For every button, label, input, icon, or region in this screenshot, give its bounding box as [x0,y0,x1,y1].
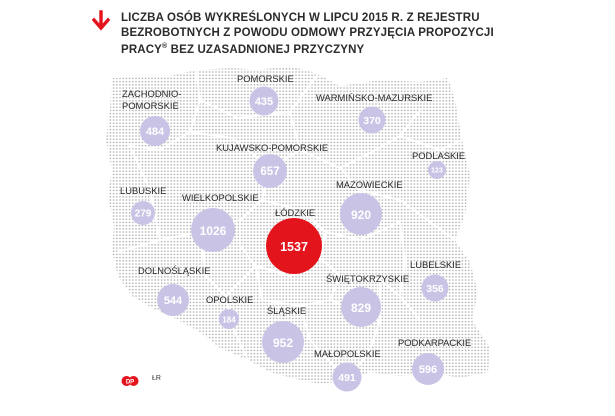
bubble-malopolskie [332,362,362,392]
value-lodzkie: 1537 [280,240,308,254]
label-swietokrzyskie: ŚWIĘTOKRZYSKIE [326,273,409,284]
bubble-lubelskie [421,274,449,302]
bubble-wielkopolskie [191,208,235,252]
value-swietokrzyskie: 829 [351,301,371,315]
value-podlaskie: 123 [431,168,443,175]
arrow-down-icon [92,10,110,31]
label-pomorskie: POMORSKIE [237,73,294,84]
bubble-slaskie [262,321,304,363]
bubble-podlaskie [428,161,446,179]
map-title: Liczba osób wykreślonych w lipcu 2015 r.… [121,11,521,58]
title-line-1: Liczba osób wykreślonych w lipcu 2015 r.… [121,12,480,24]
bubble-zachodniopomorskie [140,116,170,146]
bubble-opolskie [219,309,239,329]
label-lodzkie: ŁÓDZKIE [275,207,315,218]
bubble-kujawsko-pomorskie [253,154,287,188]
title-line-2: bezrobotnych z powodu odmowy przyjęcia p… [121,26,494,39]
value-slaskie: 952 [273,336,293,350]
label-podlaskie: PODLASKIE [412,150,465,161]
label-dolnoslaskie: DOLNOŚLĄSKIE [138,265,210,276]
label-lubelskie: LUBELSKIE [410,259,461,270]
value-lubelskie: 356 [426,283,444,295]
value-warminsko-mazurskie: 370 [363,115,381,127]
value-pomorskie: 435 [255,96,273,108]
bubble-mazowieckie [340,193,382,235]
label-slaskie: ŚLĄSKIE [267,305,306,316]
bubble-lubuskie [131,201,155,225]
label-lubuskie: LUBUSKIE [120,185,166,196]
title-line-3: pracy® bez uzasadnionej przyczyny [121,43,365,57]
value-dolnoslaskie: 544 [164,295,183,307]
label-kujawsko-pomorskie: KUJAWSKO-POMORSKIE [216,142,328,153]
bubble-podkarpackie [412,353,444,385]
value-lubuskie: 279 [135,209,152,220]
author-credit: ŁR [152,375,161,382]
value-zachodniopomorskie: 484 [146,126,165,138]
registered-mark: ® [162,43,168,51]
label-opolskie: OPOLSKIE [206,294,253,305]
value-podkarpackie: 596 [419,364,437,376]
value-malopolskie: 491 [338,372,356,384]
publisher-logo: DP [121,376,139,386]
svg-text:DP: DP [126,379,134,385]
region-labels: POMORSKIE ZACHODNIO- POMORSKIE WARMIŃSKO… [120,73,471,359]
label-zachodniopomorskie-1: ZACHODNIO- [122,88,181,99]
value-bubbles: 435 484 370 657 123 279 1026 920 1537 54… [131,86,449,392]
value-mazowieckie: 920 [351,208,371,222]
label-malopolskie: MAŁOPOLSKIE [314,348,381,359]
label-mazowieckie: MAZOWIECKIE [336,179,403,190]
bubble-pomorskie [249,86,279,116]
value-wielkopolskie: 1026 [200,224,227,238]
bubble-warminsko-mazurskie [358,106,386,134]
bubble-dolnoslaskie [157,284,189,316]
label-podkarpackie: PODKARPACKIE [398,337,471,348]
bubble-lodzkie [266,218,322,274]
value-opolskie: 184 [222,316,236,325]
bubble-swietokrzyskie [341,287,381,327]
label-wielkopolskie: WIELKOPOLSKIE [182,192,259,203]
label-zachodniopomorskie-2: POMORSKIE [122,100,179,111]
value-kujawsko-pomorskie: 657 [260,166,279,178]
label-warminsko-mazurskie: WARMIŃSKO-MAZURSKIE [316,92,432,103]
